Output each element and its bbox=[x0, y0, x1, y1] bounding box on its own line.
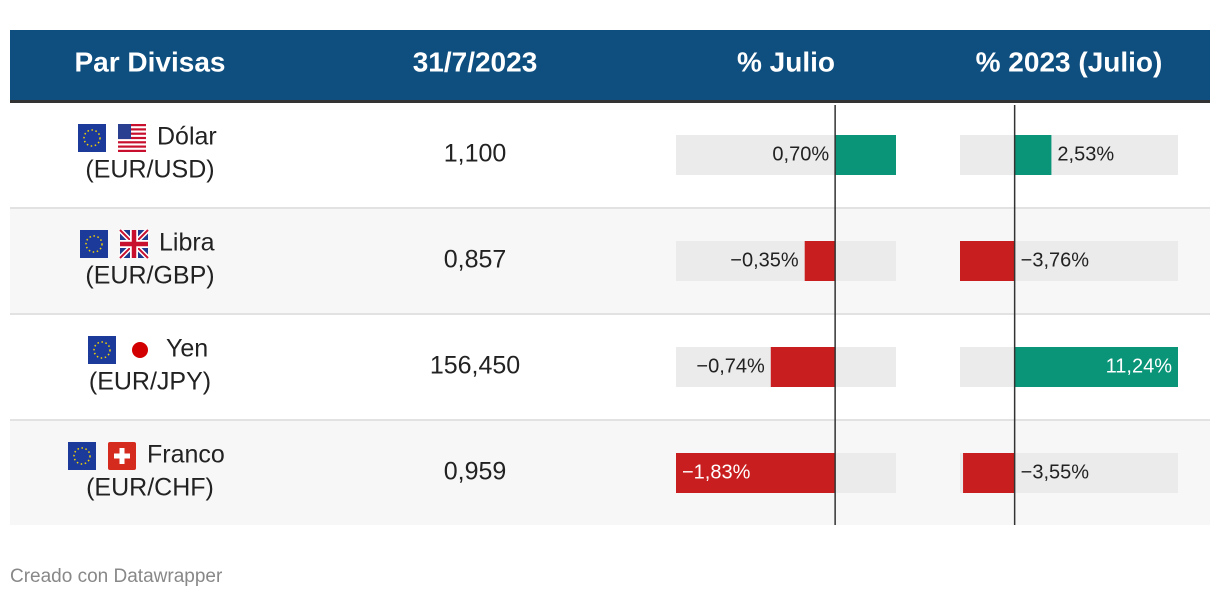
bar bbox=[676, 453, 836, 493]
currency-name: Yen bbox=[166, 335, 208, 363]
bar-label: −3,55% bbox=[1021, 461, 1090, 483]
flag-eu bbox=[78, 124, 106, 152]
row-separator bbox=[10, 419, 1210, 421]
currency-pair: (EUR/GBP) bbox=[85, 262, 214, 290]
currency-name: Franco bbox=[147, 441, 225, 469]
row-separator bbox=[10, 207, 1210, 209]
header-rule bbox=[10, 100, 1210, 103]
currency-name: Libra bbox=[159, 229, 215, 257]
bar-track bbox=[676, 241, 896, 281]
bar-label: 11,24% bbox=[1106, 355, 1173, 377]
rate: 0,857 bbox=[444, 246, 507, 274]
bar-label: −0,35% bbox=[730, 249, 799, 271]
flag-us bbox=[118, 124, 146, 152]
bar bbox=[963, 453, 1015, 493]
row-separator bbox=[10, 313, 1210, 315]
bar bbox=[1014, 135, 1052, 175]
bar-label: 2,53% bbox=[1057, 143, 1114, 165]
footer: Creado con Datawrapper bbox=[10, 566, 223, 587]
bar-label: −0,74% bbox=[696, 355, 765, 377]
bar bbox=[960, 241, 1015, 281]
rate: 156,450 bbox=[430, 352, 520, 380]
flag-eu bbox=[80, 230, 108, 258]
flag-eu bbox=[68, 442, 96, 470]
bar-label: −3,76% bbox=[1021, 249, 1090, 271]
header-cell: % 2023 (Julio) bbox=[976, 46, 1163, 77]
bar bbox=[804, 241, 836, 281]
bar-label: 0,70% bbox=[772, 143, 829, 165]
table-body: Dólar (EUR/USD) 1,100 Libra (EUR/GBP) 0,857 Ye… bbox=[10, 103, 1210, 525]
bar bbox=[1014, 347, 1178, 387]
flags bbox=[68, 124, 152, 470]
header-cell: Par Divisas bbox=[75, 46, 226, 77]
header-cell: 31/7/2023 bbox=[413, 46, 538, 77]
header-band bbox=[10, 30, 1210, 100]
header-cell: % Julio bbox=[737, 46, 835, 77]
bar-label: −1,83% bbox=[682, 461, 751, 483]
currency-pair: (EUR/CHF) bbox=[86, 474, 214, 502]
rate: 0,959 bbox=[444, 458, 507, 486]
flag-jp bbox=[130, 336, 152, 364]
flag-eu bbox=[88, 336, 116, 364]
rate: 1,100 bbox=[444, 140, 507, 168]
bar bbox=[835, 135, 896, 175]
bar bbox=[770, 347, 836, 387]
flag-uk bbox=[118, 228, 150, 260]
currency-pair: (EUR/USD) bbox=[85, 156, 214, 184]
bar-track bbox=[960, 135, 1178, 175]
flag-ch bbox=[108, 442, 136, 470]
currency-name: Dólar bbox=[157, 123, 217, 151]
currency-pair: (EUR/JPY) bbox=[89, 368, 211, 396]
